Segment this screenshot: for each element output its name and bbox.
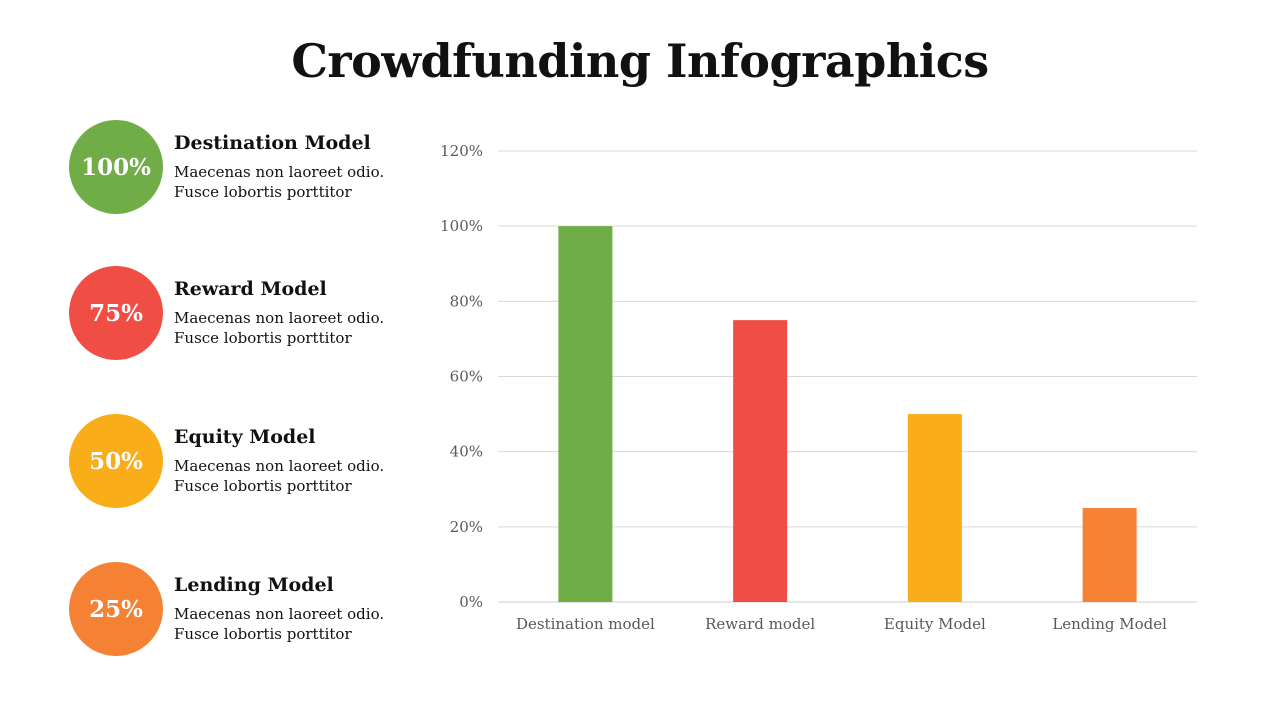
percent-circle: 50% (69, 414, 163, 508)
y-tick-label: 100% (440, 217, 483, 235)
x-tick-label: Equity Model (884, 615, 986, 633)
description-line: Maecenas non laoreet odio. (174, 309, 385, 327)
percent-circle: 100% (69, 120, 163, 214)
bar-chart: 0% 20% 40% 60% 80% 100% 120% Destination model R… (440, 142, 1197, 633)
model-title: Destination Model (174, 132, 371, 154)
model-title: Equity Model (174, 426, 316, 448)
model-title: Reward Model (174, 278, 327, 300)
bar (558, 226, 613, 602)
y-tick-label: 40% (450, 443, 483, 461)
y-tick-label: 0% (459, 593, 483, 611)
model-item-lending: 25% Lending Model Maecenas non laoreet o… (69, 562, 429, 658)
model-item-equity: 50% Equity Model Maecenas non laoreet od… (69, 414, 429, 510)
x-tick-label: Destination model (516, 615, 655, 633)
model-description: Maecenas non laoreet odio. Fusce loborti… (174, 162, 414, 202)
description-line: Fusce lobortis porttitor (174, 183, 352, 201)
description-line: Fusce lobortis porttitor (174, 329, 352, 347)
percent-circle: 75% (69, 266, 163, 360)
description-line: Fusce lobortis porttitor (174, 625, 352, 643)
x-tick-label: Lending Model (1052, 615, 1167, 633)
percent-circle: 25% (69, 562, 163, 656)
model-description: Maecenas non laoreet odio. Fusce loborti… (174, 308, 414, 348)
description-line: Maecenas non laoreet odio. (174, 605, 385, 623)
y-tick-label: 120% (440, 142, 483, 160)
bar (907, 414, 962, 602)
model-title: Lending Model (174, 574, 334, 596)
model-description: Maecenas non laoreet odio. Fusce loborti… (174, 604, 414, 644)
bar (1082, 508, 1137, 602)
model-item-reward: 75% Reward Model Maecenas non laoreet od… (69, 266, 429, 362)
description-line: Fusce lobortis porttitor (174, 477, 352, 495)
model-item-destination: 100% Destination Model Maecenas non laor… (69, 120, 429, 216)
y-tick-label: 60% (450, 368, 483, 386)
bar (733, 320, 788, 602)
description-line: Maecenas non laoreet odio. (174, 163, 385, 181)
page-title: Crowdfunding Infographics (291, 34, 989, 88)
y-tick-label: 80% (450, 292, 483, 310)
description-line: Maecenas non laoreet odio. (174, 457, 385, 475)
y-tick-label: 20% (450, 518, 483, 536)
x-tick-label: Reward model (705, 615, 815, 633)
model-description: Maecenas non laoreet odio. Fusce loborti… (174, 456, 414, 496)
